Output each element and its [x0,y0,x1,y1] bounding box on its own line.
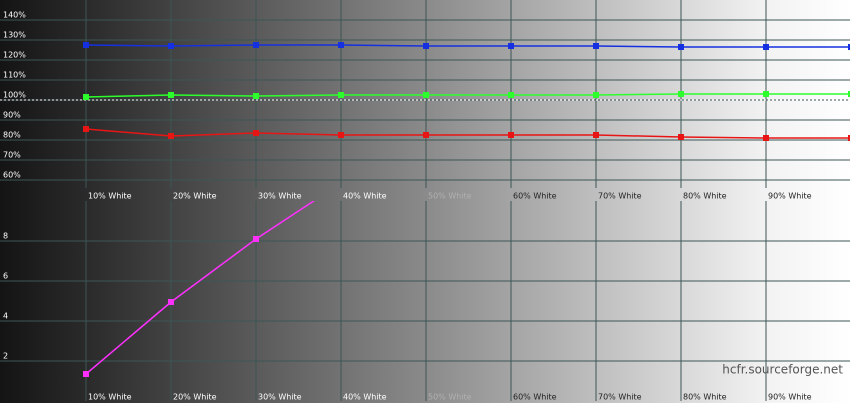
x-tick-label: 30% White [258,192,302,201]
y-tick-label: 140% [3,11,26,20]
data-point [423,92,429,98]
data-point [678,44,684,50]
x-tick-label: 20% White [173,192,217,201]
y-tick-label: 6 [3,272,8,281]
y-tick-label: 100% [3,91,26,100]
data-point [508,132,514,138]
data-point [423,132,429,138]
y-tick-label: 110% [3,71,26,80]
data-point [678,134,684,140]
x-tick-label: 50% White [428,192,472,201]
plot [83,42,850,141]
x-tick-label: 70% White [598,192,642,201]
data-point [338,132,344,138]
x-tick-label: 70% White [598,393,642,402]
data-point [253,236,259,242]
data-point [593,43,599,49]
data-point [763,135,769,141]
data-point [168,133,174,139]
data-point [423,43,429,49]
series-line [85,201,316,375]
data-point [593,92,599,98]
data-point [83,94,89,100]
x-tick-label: 10% White [88,393,132,402]
x-tick-label: 90% White [768,393,812,402]
data-point [338,92,344,98]
series-line [85,93,850,98]
x-tick-label: 60% White [513,192,557,201]
x-tick-label: 20% White [173,393,217,402]
x-tick-label: 50% White [428,393,472,402]
data-point [508,92,514,98]
data-point [848,91,850,97]
x-tick-label: 80% White [683,393,727,402]
x-tick-label: 60% White [513,393,557,402]
x-tick-label: 40% White [343,192,387,201]
watermark: hcfr.sourceforge.net [722,363,843,377]
y-tick-label: 120% [3,51,26,60]
data-point [338,42,344,48]
series-line [85,128,850,139]
data-point [763,44,769,50]
x-tick-label: 40% White [343,393,387,402]
plot [83,201,316,377]
series-line [85,44,850,48]
data-point [678,91,684,97]
data-point [848,44,850,50]
data-point [83,42,89,48]
y-tick-label: 130% [3,31,26,40]
data-point [593,132,599,138]
data-point [168,43,174,49]
data-point [168,299,174,305]
data-point [83,126,89,132]
data-point [253,130,259,136]
y-tick-label: 60% [3,171,21,180]
data-point [253,42,259,48]
data-point [508,43,514,49]
y-tick-label: 70% [3,151,21,160]
x-tick-label: 10% White [88,192,132,201]
y-tick-label: 90% [3,111,21,120]
y-tick-label: 4 [3,312,8,321]
y-tick-label: 8 [3,232,8,241]
data-point [83,371,89,377]
y-tick-label: 80% [3,131,21,140]
data-point [848,135,850,141]
x-tick-label: 90% White [768,192,812,201]
data-point [763,91,769,97]
data-point [253,93,259,99]
x-tick-label: 30% White [258,393,302,402]
data-point [168,92,174,98]
y-tick-label: 2 [3,352,8,361]
x-tick-label: 80% White [683,192,727,201]
